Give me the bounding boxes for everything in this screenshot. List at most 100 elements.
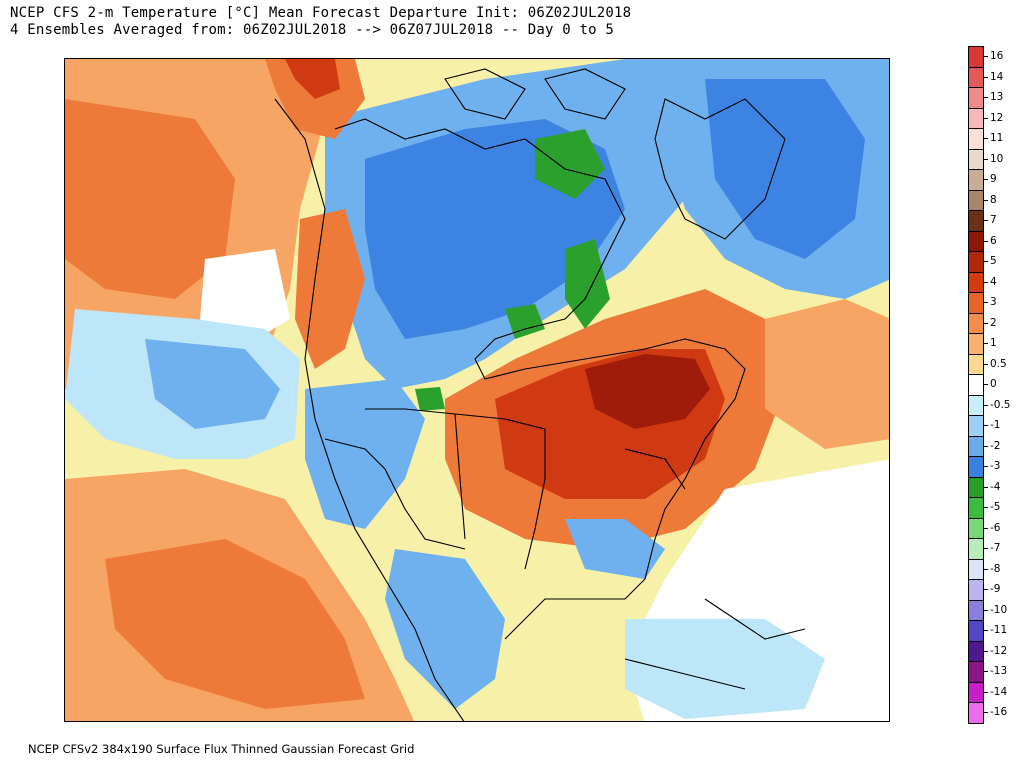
legend-tick [984,363,988,365]
legend-label: -9 [990,583,1001,596]
legend-swatch [968,558,984,580]
legend-label: -13 [990,665,1008,678]
legend-label: 1 [990,337,997,350]
legend-swatch [968,374,984,396]
legend-swatch [968,599,984,621]
legend-label: -1 [990,419,1001,432]
legend-tick [984,281,988,283]
legend-tick [984,322,988,324]
pacific-warm-core [65,99,235,299]
legend-swatch [968,46,984,68]
legend-label: -10 [990,603,1008,616]
legend-swatch [968,497,984,519]
map-title-line-1: NCEP CFS 2-m Temperature [°C] Mean Forec… [10,5,632,21]
legend-label: -3 [990,460,1001,473]
legend-swatch [968,87,984,109]
legend-swatch [968,292,984,314]
legend-swatch [968,312,984,334]
legend-tick [984,568,988,570]
mexico-cool-anomaly [385,549,505,709]
legend-tick [984,138,988,140]
temperature-color-legend: 16 14 13 12 11 10 9 8 7 6 5 4 3 2 1 0.5 0 -0.5 -1 -2 -3 -4 -5 -… [968,46,1024,724]
legend-label: -7 [990,542,1001,555]
legend-label: -2 [990,439,1001,452]
legend-label: -6 [990,521,1001,534]
legend-tick [984,220,988,222]
legend-label: 13 [990,91,1004,104]
southeast-cool-anomaly [565,519,665,579]
legend-label: 5 [990,255,997,268]
legend-swatch [968,517,984,539]
map-title-line-2: 4 Ensembles Averaged from: 06Z02JUL2018 … [10,22,615,38]
grid-description-footer: NCEP CFSv2 384x190 Surface Flux Thinned … [28,742,415,756]
legend-tick [984,507,988,509]
temperature-departure-map [65,59,889,721]
legend-label: 14 [990,70,1004,83]
atlantic-warm-anomaly [765,299,889,449]
plains-cold-patch [415,387,445,411]
legend-tick [984,425,988,427]
legend-swatch [968,251,984,273]
legend-swatch [968,435,984,457]
legend-label: -12 [990,644,1008,657]
legend-label: 4 [990,275,997,288]
legend-label: 8 [990,193,997,206]
legend-tick [984,76,988,78]
legend-swatch [968,107,984,129]
caribbean-cool-anomaly [625,619,825,719]
legend-tick [984,97,988,99]
legend-swatch [968,394,984,416]
legend-swatch [968,456,984,478]
legend-label: 0 [990,378,997,391]
legend-tick [984,630,988,632]
legend-label: -14 [990,685,1008,698]
legend-tick [984,548,988,550]
eastern-pacific-warm-core [105,539,365,709]
hudson-cold-patch [505,304,545,339]
legend-label: 12 [990,111,1004,124]
legend-swatch [968,169,984,191]
legend-tick [984,384,988,386]
legend-tick [984,691,988,693]
legend-swatch [968,128,984,150]
legend-label: 10 [990,152,1004,165]
legend-tick [984,466,988,468]
legend-label: 6 [990,234,997,247]
western-us-cool-anomaly [305,379,425,529]
legend-swatch [968,353,984,375]
forecast-map [64,58,890,722]
legend-label: -11 [990,624,1008,637]
legend-tick [984,179,988,181]
legend-label: -8 [990,562,1001,575]
legend-label: -16 [990,706,1008,719]
legend-swatch [968,620,984,642]
alaska-warm-core [285,59,340,99]
legend-label: 7 [990,214,997,227]
legend-swatch [968,271,984,293]
legend-label: 0.5 [990,357,1007,370]
legend-tick [984,117,988,119]
coastlines [274,68,806,721]
legend-tick [984,445,988,447]
legend-label: 3 [990,296,997,309]
legend-swatch [968,681,984,703]
legend-label: -0.5 [990,398,1011,411]
legend-tick [984,712,988,714]
legend-label: -5 [990,501,1001,514]
pacific-cool-core [145,339,280,429]
legend-swatch [968,538,984,560]
legend-swatch [968,66,984,88]
legend-tick [984,261,988,263]
legend-swatch [968,702,984,724]
legend-swatch [968,476,984,498]
legend-swatch [968,148,984,170]
legend-tick [984,486,988,488]
legend-tick [984,527,988,529]
legend-label: 2 [990,316,997,329]
legend-tick [984,199,988,201]
legend-swatch [968,661,984,683]
legend-tick [984,302,988,304]
legend-tick [984,158,988,160]
legend-tick [984,671,988,673]
legend-swatch [968,333,984,355]
